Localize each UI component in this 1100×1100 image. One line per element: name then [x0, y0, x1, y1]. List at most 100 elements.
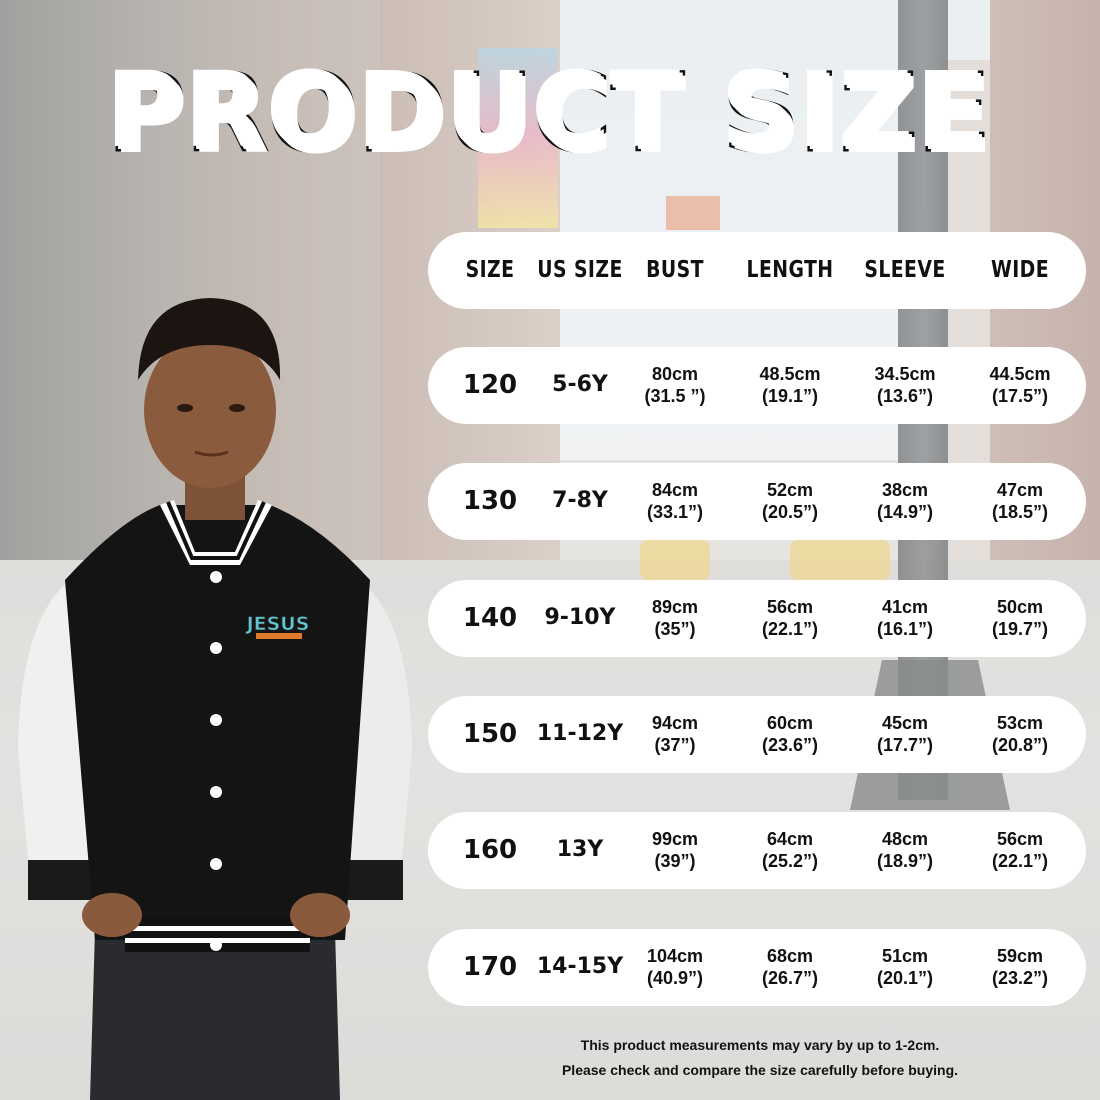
sleeve-cm: 41cm: [881, 596, 929, 617]
sleeve-inch: (18.9”): [876, 850, 934, 871]
bust-cm: 94cm: [651, 712, 699, 733]
boy-in-varsity-jacket: JESUS: [18, 298, 412, 1100]
cell-sleeve: 38cm (14.9”): [845, 463, 965, 540]
jacket-logo: JESUS: [245, 613, 310, 635]
page-title: PRODUCT SIZE: [106, 50, 992, 177]
cell-length: 64cm (25.2”): [730, 812, 850, 889]
bust-inch: (31.5 ”): [644, 385, 706, 406]
length-cm: 68cm: [766, 945, 814, 966]
cell-bust: 94cm (37”): [615, 696, 735, 773]
cell-size: 120: [462, 369, 518, 400]
length-cm: 48.5cm: [759, 363, 821, 384]
wide-inch: (20.8”): [991, 734, 1049, 755]
sleeve-cm: 51cm: [881, 945, 929, 966]
table-row: 150 11-12Y 94cm (37”) 60cm (23.6”) 45cm (…: [428, 696, 1086, 773]
cell-bust: 104cm (40.9”): [615, 929, 735, 1006]
cell-length: 60cm (23.6”): [730, 696, 850, 773]
bust-inch: (39”): [654, 850, 696, 871]
note-variance: This product measurements may vary by up…: [580, 1037, 940, 1053]
wide-inch: (19.7”): [991, 618, 1049, 639]
length-inch: (26.7”): [761, 967, 819, 988]
table-row: 130 7-8Y 84cm (33.1”) 52cm (20.5”) 38cm (…: [428, 463, 1086, 540]
sleeve-inch: (13.6”): [876, 385, 934, 406]
sleeve-inch: (17.7”): [876, 734, 934, 755]
bust-cm: 80cm: [651, 363, 699, 384]
wide-cm: 59cm: [996, 945, 1044, 966]
cell-length: 52cm (20.5”): [730, 463, 850, 540]
sleeve-inch: (14.9”): [876, 501, 934, 522]
wide-inch: (18.5”): [991, 501, 1049, 522]
length-cm: 64cm: [766, 828, 814, 849]
bust-cm: 89cm: [651, 596, 699, 617]
wide-inch: (23.2”): [991, 967, 1049, 988]
cell-size: 150: [462, 718, 518, 749]
bust-cm: 84cm: [651, 479, 699, 500]
wide-cm: 47cm: [996, 479, 1044, 500]
length-inch: (23.6”): [761, 734, 819, 755]
bust-cm: 104cm: [646, 945, 704, 966]
bust-inch: (37”): [654, 734, 696, 755]
cell-wide: 47cm (18.5”): [960, 463, 1080, 540]
header-size: SIZE: [465, 256, 515, 283]
table-row: 160 13Y 99cm (39”) 64cm (25.2”) 48cm (18.…: [428, 812, 1086, 889]
cell-wide: 53cm (20.8”): [960, 696, 1080, 773]
bust-inch: (35”): [654, 618, 696, 639]
wide-cm: 50cm: [996, 596, 1044, 617]
bust-inch: (40.9”): [646, 967, 704, 988]
table-row: 140 9-10Y 89cm (35”) 56cm (22.1”) 41cm (1…: [428, 580, 1086, 657]
header-length: LENGTH: [746, 256, 834, 283]
header-bust: BUST: [646, 256, 704, 283]
cell-length: 68cm (26.7”): [730, 929, 850, 1006]
note-check-size: Please check and compare the size carefu…: [561, 1062, 959, 1078]
cell-sleeve: 41cm (16.1”): [845, 580, 965, 657]
cell-length: 48.5cm (19.1”): [730, 347, 850, 424]
length-inch: (19.1”): [761, 385, 819, 406]
cell-size: 130: [462, 485, 518, 516]
wide-cm: 53cm: [996, 712, 1044, 733]
sleeve-cm: 48cm: [881, 828, 929, 849]
cell-sleeve: 48cm (18.9”): [845, 812, 965, 889]
cell-size: 160: [462, 834, 518, 865]
sleeve-inch: (16.1”): [876, 618, 934, 639]
bust-inch: (33.1”): [646, 501, 704, 522]
sleeve-cm: 38cm: [881, 479, 929, 500]
table-row: 120 5-6Y 80cm (31.5 ”) 48.5cm (19.1”) 34.…: [428, 347, 1086, 424]
wide-cm: 56cm: [996, 828, 1044, 849]
cell-size: 170: [462, 951, 518, 982]
cell-us-size: 7-8Y: [552, 488, 608, 514]
length-cm: 60cm: [766, 712, 814, 733]
cell-sleeve: 34.5cm (13.6”): [845, 347, 965, 424]
cell-wide: 59cm (23.2”): [960, 929, 1080, 1006]
table-header-row: SIZE US SIZE BUST LENGTH SLEEVE WIDE: [428, 232, 1086, 309]
cell-sleeve: 51cm (20.1”): [845, 929, 965, 1006]
cell-us-size: 13Y: [556, 837, 604, 863]
wide-cm: 44.5cm: [989, 363, 1051, 384]
length-inch: (20.5”): [761, 501, 819, 522]
cell-bust: 89cm (35”): [615, 580, 735, 657]
wide-inch: (17.5”): [991, 385, 1049, 406]
cell-bust: 80cm (31.5 ”): [615, 347, 735, 424]
cell-us-size: 11-12Y: [536, 721, 624, 747]
wide-inch: (22.1”): [991, 850, 1049, 871]
header-wide: WIDE: [990, 256, 1049, 283]
length-cm: 52cm: [766, 479, 814, 500]
cell-length: 56cm (22.1”): [730, 580, 850, 657]
cell-bust: 84cm (33.1”): [615, 463, 735, 540]
cell-wide: 50cm (19.7”): [960, 580, 1080, 657]
bust-cm: 99cm: [651, 828, 699, 849]
cell-bust: 99cm (39”): [615, 812, 735, 889]
length-inch: (25.2”): [761, 850, 819, 871]
length-cm: 56cm: [766, 596, 814, 617]
cell-us-size: 5-6Y: [552, 372, 608, 398]
cell-wide: 56cm (22.1”): [960, 812, 1080, 889]
table-row: 170 14-15Y 104cm (40.9”) 68cm (26.7”) 51c…: [428, 929, 1086, 1006]
sleeve-inch: (20.1”): [876, 967, 934, 988]
cell-us-size: 9-10Y: [544, 605, 616, 631]
cell-us-size: 14-15Y: [536, 954, 624, 980]
length-inch: (22.1”): [761, 618, 819, 639]
cell-sleeve: 45cm (17.7”): [845, 696, 965, 773]
cell-size: 140: [462, 602, 518, 633]
cell-wide: 44.5cm (17.5”): [960, 347, 1080, 424]
sleeve-cm: 45cm: [881, 712, 929, 733]
header-us-size: US SIZE: [537, 256, 623, 283]
